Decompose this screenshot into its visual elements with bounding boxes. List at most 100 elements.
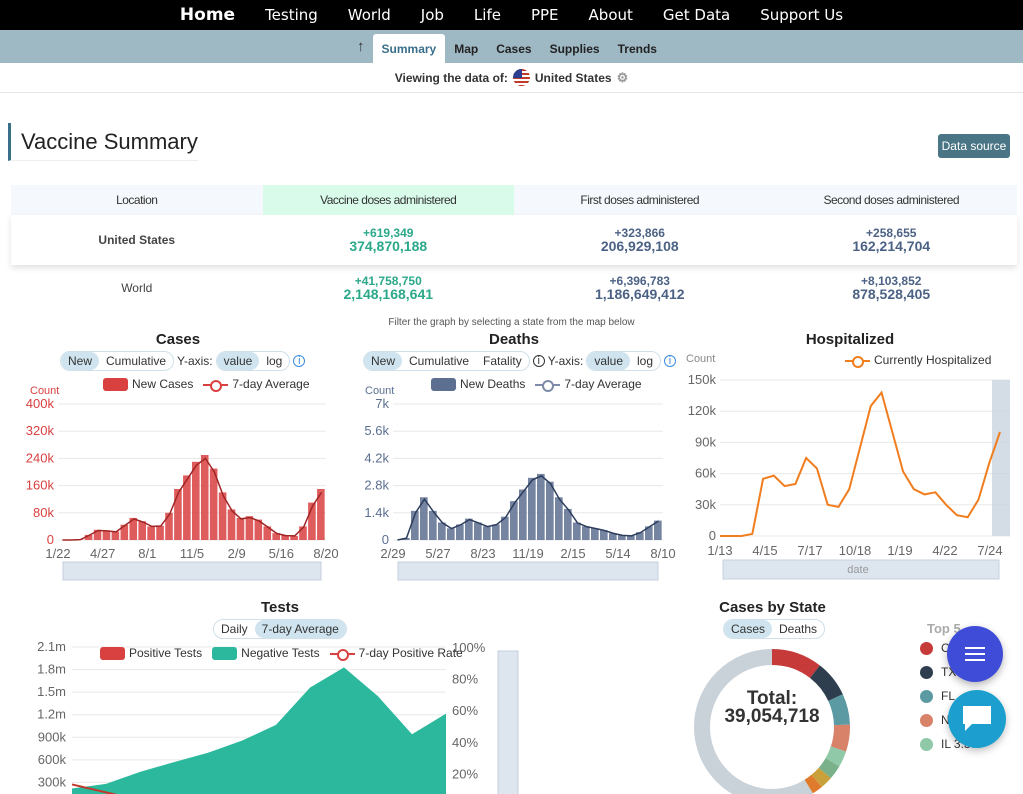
cases-log-option[interactable]: log [266,354,283,368]
nav-about[interactable]: About [588,6,633,24]
header-location[interactable]: Location [116,193,158,207]
header-doses[interactable]: Vaccine doses administered [262,185,514,215]
cases-new-option[interactable]: New [61,352,100,370]
tab-trends[interactable]: Trends [617,42,657,56]
state-label: N [941,713,950,727]
legend-new-cases[interactable]: New Cases [132,377,194,391]
y-tick-label: 400k [26,396,55,411]
data-bar [573,522,581,540]
y-tick-label: 1.2m [37,707,66,722]
x-tick-label: 8/23 [470,546,495,561]
x-axis-label: date [847,564,868,576]
y-tick-label: 30k [695,497,716,512]
tab-summary[interactable]: Summary [372,34,446,63]
nav-world[interactable]: World [347,6,391,24]
data-source-button[interactable]: Data source [938,134,1010,158]
nav-testing[interactable]: Testing [265,6,318,24]
legend-7day-average[interactable]: 7-day Average [232,377,310,391]
deaths-value-option[interactable]: value [587,352,630,370]
legend-line-swatch [535,378,561,392]
hosp-chart-title: Hospitalized [805,331,895,348]
nav-home[interactable]: Home [179,5,236,25]
cases-by-state-donut[interactable] [690,645,860,794]
info-icon[interactable]: i [532,355,545,367]
hospitalized-chart[interactable]: Count 0 30k 60k 90k 120k 150k 1/13 4/15 7/17 10/18… [680,350,1015,585]
header-second-doses[interactable]: Second doses administered [823,193,960,207]
nav-job[interactable]: Job [420,6,444,24]
data-bar [510,501,518,540]
cases-chart-title: Cases [155,331,201,348]
tests-7day-option[interactable]: 7-day Average [254,620,346,638]
state-cases-option[interactable]: Cases [724,620,773,638]
state-legend-item[interactable]: C [920,641,950,655]
y-tick-label: 1.5m [37,684,66,699]
tests-daily-option[interactable]: Daily [221,622,248,636]
deaths-log-option[interactable]: log [637,354,654,368]
legend-currently-hospitalized[interactable]: Currently Hospitalized [874,353,992,367]
arrow-up-icon[interactable]: ↑ [357,38,365,55]
legend-positive-swatch [100,646,125,660]
vaccine-table: Location Vaccine doses administered Firs… [11,185,1017,311]
cases-chart[interactable]: Count 0 80k 160k 240k 320k 400k 1/22 4/27 8/1 11/5… [20,380,340,585]
y2-tick-label: 60% [452,703,478,718]
data-bar [591,528,599,540]
gear-icon[interactable]: ⚙ [616,69,629,85]
tab-supplies[interactable]: Supplies [549,42,600,56]
state-legend-item[interactable]: N [920,713,950,727]
data-bar [474,522,482,540]
data-bar [483,526,491,540]
state-deaths-option[interactable]: Deaths [779,622,818,636]
tests-chart[interactable]: 300k 600k 900k 1.2m 1.5m 1.8m 2.1m 20% 40% 60% 80%… [20,635,520,794]
legend-new-deaths[interactable]: New Deaths [460,377,526,391]
nav-ppe[interactable]: PPE [530,6,559,24]
data-bar [263,526,272,540]
data-bar [147,526,155,540]
data-bar [555,497,563,540]
doses-new: +41,758,750 [354,274,422,288]
deaths-fatality-option[interactable]: Fatality [483,354,522,368]
tab-cases[interactable]: Cases [496,42,532,56]
info-icon[interactable]: i [293,355,306,367]
data-bar [165,512,173,540]
nav-support-us[interactable]: Support Us [760,6,844,24]
deaths-cumulative-option[interactable]: Cumulative [409,354,470,368]
tests-chart-title: Tests [260,599,300,616]
x-tick-label: 8/10 [650,546,675,561]
legend-positive-rate[interactable]: 7-day Positive Rate [358,646,463,660]
zoom-slider [497,650,519,794]
legend-negative-tests[interactable]: Negative Tests [241,646,320,660]
tab-map[interactable]: Map [454,42,479,56]
cases-value-option[interactable]: value [216,352,260,370]
cases-cumulative-option[interactable]: Cumulative [106,354,167,368]
zoom-slider [722,559,1000,580]
table-row-world[interactable]: World +41,758,750 2,148,168,641 +6,396,7… [11,265,1017,311]
legend-positive-tests[interactable]: Positive Tests [129,646,203,660]
cases-legend: New Cases 7-day Average [103,377,310,392]
viewing-location[interactable]: United States [534,70,612,85]
x-tick-label: 8/20 [313,546,338,561]
first-total: 206,929,108 [600,238,679,254]
data-bar [156,525,164,540]
data-bar [420,497,428,540]
info-icon[interactable]: i [664,355,677,367]
data-bar [618,535,626,540]
y-tick-label: 600k [38,752,67,767]
y-tick-label: 120k [688,403,717,418]
y-tick-label: 900k [38,729,67,744]
state-legend-item[interactable]: FL [920,689,955,703]
data-bar [564,508,572,540]
table-row-us[interactable]: United States +619,349 374,870,188 +323,… [11,215,1017,265]
chat-fab-button[interactable] [948,690,1006,748]
header-first-doses[interactable]: First doses administered [580,193,700,207]
deaths-new-option[interactable]: New [364,352,403,370]
legend-7day-average[interactable]: 7-day Average [564,377,642,391]
deaths-chart[interactable]: Count 0 1.4k 2.8k 4.2k 5.6k 7k 2/29 5/27 8/23 11/1… [355,380,676,585]
nav-get-data[interactable]: Get Data [662,6,731,24]
data-bar [183,475,191,540]
deaths-controls: New Cumulative Fatality i Y-axis: value … [363,351,677,371]
menu-fab-button[interactable] [947,626,1003,682]
data-bar [209,468,218,540]
nav-life[interactable]: Life [473,6,501,24]
donut-slice [694,649,850,794]
tests-mode-toggle: Daily 7-day Average [213,619,347,639]
